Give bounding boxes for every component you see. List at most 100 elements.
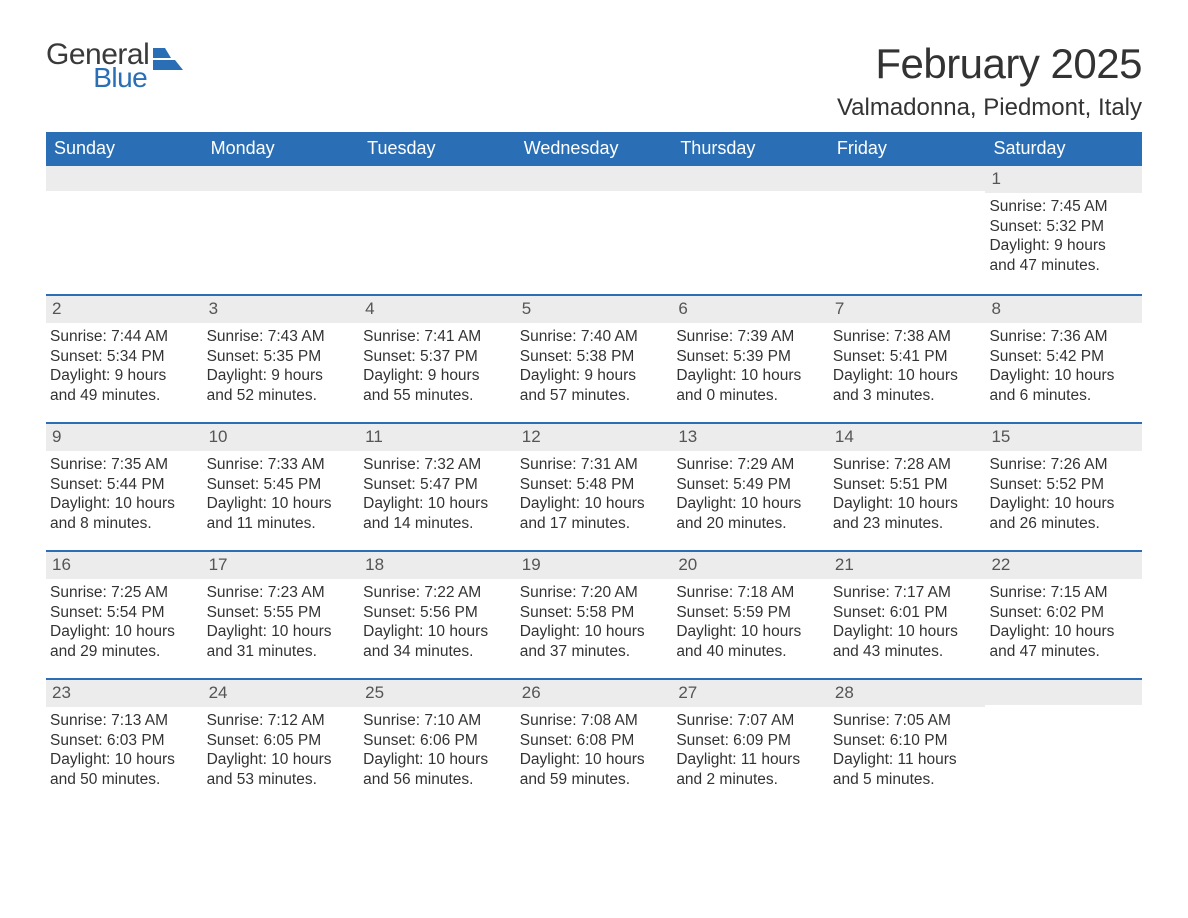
title-block: February 2025 Valmadonna, Piedmont, Ital…: [837, 40, 1142, 122]
day-sunrise: Sunrise: 7:17 AM: [833, 583, 982, 603]
day-sunset: Sunset: 5:37 PM: [363, 347, 512, 367]
day-sunrise: Sunrise: 7:39 AM: [676, 327, 825, 347]
day-cell: 6 Sunrise: 7:39 AMSunset: 5:39 PMDaylight…: [672, 296, 829, 422]
calendar-table: Sunday Monday Tuesday Wednesday Thursday…: [46, 132, 1142, 806]
day-d1: Daylight: 10 hours: [833, 622, 982, 642]
day-d2: and 55 minutes.: [363, 386, 512, 406]
day-body: Sunrise: 7:25 AMSunset: 5:54 PMDaylight:…: [46, 583, 203, 672]
day-d2: and 23 minutes.: [833, 514, 982, 534]
day-d2: and 0 minutes.: [676, 386, 825, 406]
day-body: Sunrise: 7:18 AMSunset: 5:59 PMDaylight:…: [672, 583, 829, 672]
day-body: Sunrise: 7:44 AMSunset: 5:34 PMDaylight:…: [46, 327, 203, 416]
week-row: 9 Sunrise: 7:35 AMSunset: 5:44 PMDaylight…: [46, 422, 1142, 550]
day-body: Sunrise: 7:43 AMSunset: 5:35 PMDaylight:…: [203, 327, 360, 416]
day-body: Sunrise: 7:32 AMSunset: 5:47 PMDaylight:…: [359, 455, 516, 544]
day-body: Sunrise: 7:39 AMSunset: 5:39 PMDaylight:…: [672, 327, 829, 416]
day-d1: Daylight: 9 hours: [989, 236, 1138, 256]
day-sunset: Sunset: 6:03 PM: [50, 731, 199, 751]
week-row: 23Sunrise: 7:13 AMSunset: 6:03 PMDayligh…: [46, 678, 1142, 806]
day-body: Sunrise: 7:35 AMSunset: 5:44 PMDaylight:…: [46, 455, 203, 544]
day-sunrise: Sunrise: 7:38 AM: [833, 327, 982, 347]
day-sunset: Sunset: 5:35 PM: [207, 347, 356, 367]
day-sunrise: Sunrise: 7:45 AM: [989, 197, 1138, 217]
weekday-header: Monday: [203, 132, 360, 166]
day-sunrise: Sunrise: 7:40 AM: [520, 327, 669, 347]
weekday-header: Sunday: [46, 132, 203, 166]
day-sunrise: Sunrise: 7:31 AM: [520, 455, 669, 475]
day-d2: and 6 minutes.: [989, 386, 1138, 406]
day-d1: Daylight: 10 hours: [50, 622, 199, 642]
day-d2: and 40 minutes.: [676, 642, 825, 662]
day-number: 11: [359, 424, 516, 451]
day-d2: and 53 minutes.: [207, 770, 356, 790]
day-d2: and 26 minutes.: [989, 514, 1138, 534]
day-sunrise: Sunrise: 7:28 AM: [833, 455, 982, 475]
day-d2: and 8 minutes.: [50, 514, 199, 534]
day-sunrise: Sunrise: 7:33 AM: [207, 455, 356, 475]
day-number: [516, 166, 673, 191]
day-cell: 15Sunrise: 7:26 AMSunset: 5:52 PMDayligh…: [985, 424, 1142, 550]
day-number: 24: [203, 680, 360, 707]
day-d2: and 57 minutes.: [520, 386, 669, 406]
day-body: Sunrise: 7:45 AMSunset: 5:32 PMDaylight:…: [985, 197, 1142, 286]
day-body: Sunrise: 7:31 AMSunset: 5:48 PMDaylight:…: [516, 455, 673, 544]
day-number: 23: [46, 680, 203, 707]
day-cell: 2Sunrise: 7:44 AMSunset: 5:34 PMDaylight…: [46, 296, 203, 422]
brand-logo: General Blue: [46, 40, 183, 92]
day-cell: 8Sunrise: 7:36 AMSunset: 5:42 PMDaylight…: [985, 296, 1142, 422]
day-sunset: Sunset: 5:39 PM: [676, 347, 825, 367]
day-sunset: Sunset: 6:08 PM: [520, 731, 669, 751]
day-number: 6: [672, 296, 829, 323]
day-sunrise: Sunrise: 7:43 AM: [207, 327, 356, 347]
day-cell: 16Sunrise: 7:25 AMSunset: 5:54 PMDayligh…: [46, 552, 203, 678]
day-number: 4: [359, 296, 516, 323]
day-sunrise: Sunrise: 7:22 AM: [363, 583, 512, 603]
day-sunrise: Sunrise: 7:25 AM: [50, 583, 199, 603]
day-number: 1: [985, 166, 1142, 193]
day-body: Sunrise: 7:38 AMSunset: 5:41 PMDaylight:…: [829, 327, 986, 416]
day-d2: and 52 minutes.: [207, 386, 356, 406]
day-body: Sunrise: 7:22 AMSunset: 5:56 PMDaylight:…: [359, 583, 516, 672]
day-number: [985, 680, 1142, 705]
day-body: Sunrise: 7:28 AMSunset: 5:51 PMDaylight:…: [829, 455, 986, 544]
day-sunrise: Sunrise: 7:15 AM: [989, 583, 1138, 603]
day-d1: Daylight: 10 hours: [363, 750, 512, 770]
day-d1: Daylight: 9 hours: [50, 366, 199, 386]
week-row: 2Sunrise: 7:44 AMSunset: 5:34 PMDaylight…: [46, 294, 1142, 422]
day-sunset: Sunset: 5:34 PM: [50, 347, 199, 367]
day-d2: and 5 minutes.: [833, 770, 982, 790]
page-title: February 2025: [837, 40, 1142, 88]
day-d2: and 37 minutes.: [520, 642, 669, 662]
day-number: 20: [672, 552, 829, 579]
day-sunrise: Sunrise: 7:29 AM: [676, 455, 825, 475]
day-sunrise: Sunrise: 7:41 AM: [363, 327, 512, 347]
day-number: 15: [985, 424, 1142, 451]
day-d2: and 49 minutes.: [50, 386, 199, 406]
day-d1: Daylight: 9 hours: [363, 366, 512, 386]
day-number: 12: [516, 424, 673, 451]
day-sunrise: Sunrise: 7:13 AM: [50, 711, 199, 731]
day-body: Sunrise: 7:12 AMSunset: 6:05 PMDaylight:…: [203, 711, 360, 800]
day-sunrise: Sunrise: 7:12 AM: [207, 711, 356, 731]
day-sunrise: Sunrise: 7:07 AM: [676, 711, 825, 731]
day-sunset: Sunset: 5:44 PM: [50, 475, 199, 495]
day-d1: Daylight: 10 hours: [520, 494, 669, 514]
day-d2: and 50 minutes.: [50, 770, 199, 790]
day-d1: Daylight: 10 hours: [50, 750, 199, 770]
day-sunset: Sunset: 5:48 PM: [520, 475, 669, 495]
day-cell: 24 Sunrise: 7:12 AMSunset: 6:05 PMDayligh…: [203, 680, 360, 806]
day-sunrise: Sunrise: 7:08 AM: [520, 711, 669, 731]
day-d2: and 20 minutes.: [676, 514, 825, 534]
day-number: 21: [829, 552, 986, 579]
week-row: 16Sunrise: 7:25 AMSunset: 5:54 PMDayligh…: [46, 550, 1142, 678]
day-sunrise: Sunrise: 7:18 AM: [676, 583, 825, 603]
day-d1: Daylight: 10 hours: [363, 622, 512, 642]
day-sunset: Sunset: 6:05 PM: [207, 731, 356, 751]
day-number: 3: [203, 296, 360, 323]
day-body: Sunrise: 7:29 AMSunset: 5:49 PMDaylight:…: [672, 455, 829, 544]
day-d1: Daylight: 10 hours: [676, 366, 825, 386]
flag-icon: [153, 48, 183, 70]
day-d1: Daylight: 10 hours: [520, 750, 669, 770]
day-cell: 9 Sunrise: 7:35 AMSunset: 5:44 PMDaylight…: [46, 424, 203, 550]
day-number: 9: [46, 424, 203, 451]
